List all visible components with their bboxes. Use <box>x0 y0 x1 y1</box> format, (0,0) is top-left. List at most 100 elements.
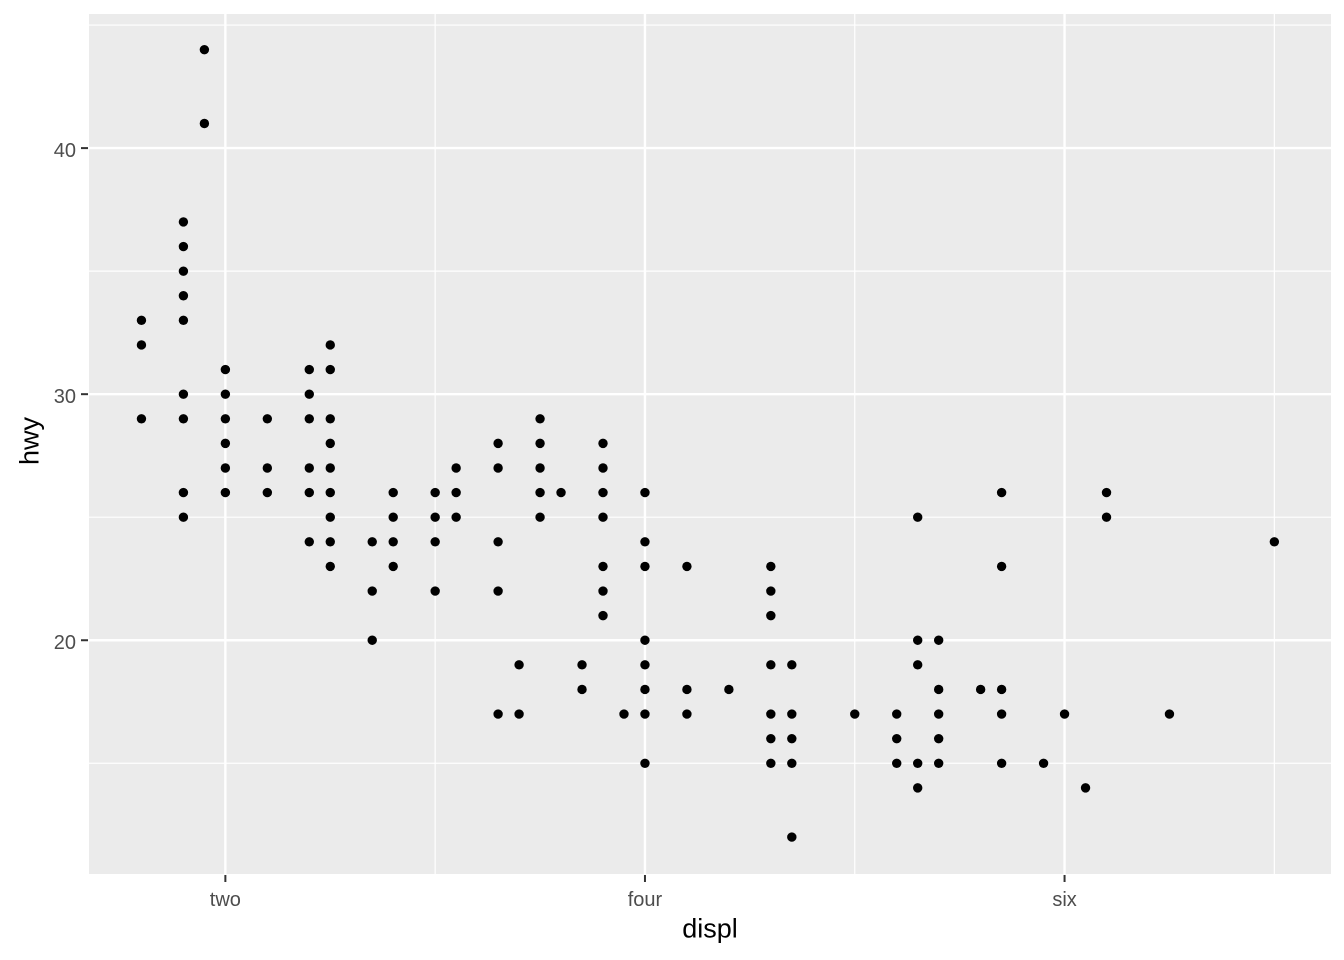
data-point <box>199 44 210 55</box>
data-point <box>640 660 650 670</box>
data-point <box>325 364 335 375</box>
y-axis-title: hwy <box>14 416 45 466</box>
data-point <box>766 561 776 572</box>
data-point <box>220 463 231 473</box>
data-point <box>682 684 692 695</box>
data-point <box>912 512 923 522</box>
plot-panel <box>89 14 1331 874</box>
data-point <box>136 414 147 424</box>
data-point <box>598 438 608 449</box>
data-point <box>892 709 902 719</box>
data-point <box>430 487 440 498</box>
data-point <box>577 684 587 695</box>
data-point <box>766 586 776 596</box>
data-point <box>367 537 377 547</box>
data-point <box>178 315 189 326</box>
data-point <box>535 487 545 498</box>
data-point <box>933 635 944 645</box>
data-point <box>535 414 545 424</box>
data-point <box>598 463 608 473</box>
data-point <box>933 733 944 744</box>
data-point <box>430 537 440 547</box>
data-point <box>514 709 524 719</box>
data-point <box>1101 512 1112 522</box>
data-point <box>430 512 440 522</box>
data-point <box>388 561 398 572</box>
data-point <box>577 660 587 670</box>
data-point <box>178 512 189 522</box>
data-point <box>766 758 776 768</box>
data-point <box>493 709 503 719</box>
data-point <box>598 610 608 621</box>
data-point <box>787 733 797 744</box>
data-point <box>640 684 650 695</box>
data-point <box>640 561 650 572</box>
data-point <box>640 709 650 719</box>
data-point <box>220 389 231 399</box>
data-point <box>325 561 335 572</box>
data-point <box>850 709 860 719</box>
data-point <box>451 463 461 473</box>
data-point <box>325 487 335 498</box>
data-point <box>975 684 986 695</box>
data-point <box>262 414 273 424</box>
data-point <box>220 487 231 498</box>
data-point <box>367 635 377 645</box>
data-point <box>220 438 231 449</box>
data-point <box>178 414 189 424</box>
data-point <box>493 586 503 596</box>
x-tick-label: two <box>210 889 241 911</box>
data-point <box>996 684 1007 695</box>
data-point <box>640 487 650 498</box>
data-point <box>682 561 692 572</box>
data-point <box>933 758 944 768</box>
data-point <box>1164 709 1175 719</box>
data-point <box>1080 783 1091 793</box>
data-point <box>388 487 398 498</box>
data-point <box>892 733 902 744</box>
data-point <box>598 561 608 572</box>
data-point <box>493 438 503 449</box>
data-point <box>766 709 776 719</box>
data-point <box>598 487 608 498</box>
data-point <box>388 537 398 547</box>
data-point <box>430 586 440 596</box>
data-point <box>996 709 1007 719</box>
data-point <box>787 709 797 719</box>
data-point <box>367 586 377 596</box>
data-point <box>304 364 314 375</box>
data-point <box>325 438 335 449</box>
data-point <box>535 438 545 449</box>
data-point <box>304 414 314 424</box>
data-point <box>136 340 147 350</box>
data-point <box>304 537 314 547</box>
data-point <box>199 118 210 129</box>
data-point <box>304 463 314 473</box>
data-point <box>556 487 566 498</box>
data-point <box>325 414 335 424</box>
data-point <box>640 758 650 768</box>
data-point <box>451 512 461 522</box>
data-point <box>787 660 797 670</box>
data-point <box>178 487 189 498</box>
data-point <box>1269 537 1280 547</box>
data-point <box>996 487 1007 498</box>
data-point <box>304 389 314 399</box>
y-tick-label: 20 <box>54 632 76 654</box>
data-point <box>325 340 335 350</box>
data-point <box>912 783 923 793</box>
data-point <box>766 660 776 670</box>
data-point <box>640 635 650 645</box>
data-point <box>262 463 273 473</box>
data-point <box>1059 709 1070 719</box>
data-point <box>325 537 335 547</box>
data-point <box>598 512 608 522</box>
data-point <box>892 758 902 768</box>
data-point <box>996 758 1007 768</box>
data-point <box>514 660 524 670</box>
data-point <box>178 241 189 252</box>
x-tick-label: six <box>1052 889 1076 911</box>
data-point <box>787 758 797 768</box>
y-tick-label: 30 <box>54 386 76 408</box>
